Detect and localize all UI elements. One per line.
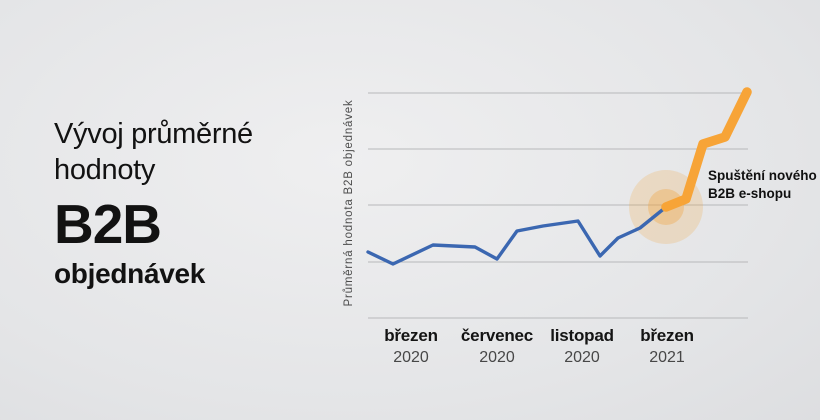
x-tick-month: březen bbox=[640, 326, 694, 345]
x-tick: listopad 2020 bbox=[550, 326, 614, 367]
annotation-line-2: B2B e-shopu bbox=[708, 185, 792, 201]
x-tick: červenec 2020 bbox=[461, 326, 533, 367]
x-tick-year: 2020 bbox=[479, 349, 515, 366]
x-tick: březen 2020 bbox=[384, 326, 438, 367]
title-line-4: objednávek bbox=[54, 258, 206, 289]
title-line-2: hodnoty bbox=[54, 154, 156, 186]
series-line-before-launch bbox=[366, 205, 668, 266]
series-line-after-launch bbox=[661, 87, 752, 212]
x-tick-month: březen bbox=[384, 326, 438, 345]
x-tick-month: listopad bbox=[550, 326, 614, 345]
title-line-3: B2B bbox=[54, 193, 162, 255]
y-axis-label: Průměrná hodnota B2B objednávek bbox=[343, 99, 355, 307]
annotation-line-1: Spuštění nového bbox=[708, 168, 817, 183]
title-line-1: Vývoj průměrné bbox=[54, 118, 253, 150]
chart-title: Vývoj průměrné hodnoty B2B objednávek bbox=[54, 116, 253, 291]
x-tick-year: 2021 bbox=[649, 349, 685, 366]
launch-annotation: Spuštění nového B2B e-shopu bbox=[708, 167, 817, 202]
x-tick-month: červenec bbox=[460, 326, 534, 345]
gridlines bbox=[368, 92, 748, 319]
x-tick: březen 2021 bbox=[640, 326, 694, 367]
x-tick-year: 2020 bbox=[564, 349, 600, 366]
x-tick-year: 2020 bbox=[393, 349, 429, 366]
